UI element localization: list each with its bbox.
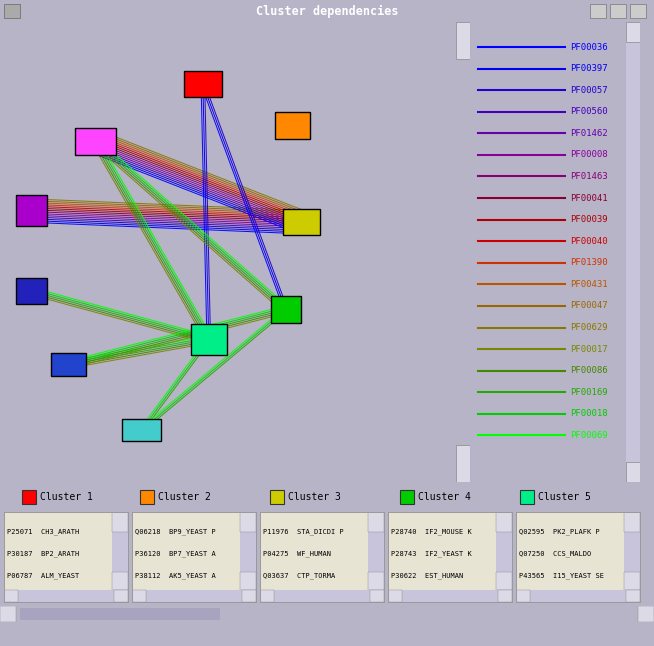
Bar bbox=[388, 590, 512, 602]
Bar bbox=[122, 419, 160, 441]
Bar bbox=[626, 590, 640, 602]
Text: P28743  IF2_YEAST K: P28743 IF2_YEAST K bbox=[391, 550, 472, 557]
Text: Cluster 1: Cluster 1 bbox=[40, 492, 93, 502]
Bar bbox=[624, 572, 640, 590]
Text: Cluster 2: Cluster 2 bbox=[158, 492, 211, 502]
Bar bbox=[260, 590, 384, 602]
Text: PF00069: PF00069 bbox=[570, 431, 608, 440]
Text: P36120  BP7_YEAST A: P36120 BP7_YEAST A bbox=[135, 550, 216, 557]
Text: P30622  EST_HUMAN: P30622 EST_HUMAN bbox=[391, 573, 463, 579]
Text: PF00397: PF00397 bbox=[570, 64, 608, 73]
Text: PF00040: PF00040 bbox=[570, 236, 608, 245]
Bar bbox=[132, 590, 256, 602]
Text: PF00169: PF00169 bbox=[570, 388, 608, 397]
Bar bbox=[140, 490, 154, 504]
Text: Q07250  CCS_MALDO: Q07250 CCS_MALDO bbox=[519, 550, 591, 557]
Bar bbox=[4, 590, 128, 602]
Bar bbox=[240, 512, 256, 532]
Text: Q03637  CTP_TORMA: Q03637 CTP_TORMA bbox=[263, 573, 336, 579]
Bar bbox=[240, 572, 256, 590]
Text: PF00086: PF00086 bbox=[570, 366, 608, 375]
Bar bbox=[275, 112, 311, 139]
Bar bbox=[191, 324, 227, 355]
Bar bbox=[368, 512, 384, 532]
Bar bbox=[630, 4, 646, 18]
Bar bbox=[496, 512, 512, 532]
Text: Q02595  PK2_PLAFK P: Q02595 PK2_PLAFK P bbox=[519, 528, 600, 536]
Bar bbox=[283, 209, 320, 235]
Bar bbox=[132, 590, 146, 602]
Bar bbox=[240, 512, 256, 590]
Text: P11976  STA_DICDI P: P11976 STA_DICDI P bbox=[263, 528, 344, 536]
Text: PF00431: PF00431 bbox=[570, 280, 608, 289]
Bar bbox=[112, 512, 128, 590]
Bar bbox=[638, 606, 654, 622]
Text: PF00018: PF00018 bbox=[570, 410, 608, 419]
Bar bbox=[516, 590, 530, 602]
Text: PF00041: PF00041 bbox=[570, 194, 608, 203]
Bar bbox=[260, 590, 274, 602]
Bar bbox=[184, 71, 222, 98]
Text: P06787  ALM_YEAST: P06787 ALM_YEAST bbox=[7, 573, 79, 579]
Bar bbox=[496, 512, 512, 590]
Bar bbox=[590, 4, 606, 18]
Bar bbox=[0, 606, 16, 622]
Bar bbox=[112, 512, 128, 532]
Bar bbox=[242, 590, 256, 602]
Bar bbox=[20, 608, 220, 620]
Text: PF00560: PF00560 bbox=[570, 107, 608, 116]
Bar bbox=[626, 22, 640, 482]
Bar bbox=[271, 296, 301, 323]
Text: PF00047: PF00047 bbox=[570, 302, 608, 311]
Bar bbox=[498, 590, 512, 602]
Text: Cluster dependencies: Cluster dependencies bbox=[256, 5, 398, 17]
Text: P38112  AK5_YEAST A: P38112 AK5_YEAST A bbox=[135, 573, 216, 579]
Bar bbox=[456, 445, 470, 482]
Text: Q06218  BP9_YEAST P: Q06218 BP9_YEAST P bbox=[135, 528, 216, 536]
Bar bbox=[368, 572, 384, 590]
Bar bbox=[520, 490, 534, 504]
Bar bbox=[610, 4, 626, 18]
Text: PF01390: PF01390 bbox=[570, 258, 608, 267]
Bar bbox=[370, 590, 384, 602]
Text: P30187  BP2_ARATH: P30187 BP2_ARATH bbox=[7, 550, 79, 557]
Text: Cluster 5: Cluster 5 bbox=[538, 492, 591, 502]
Text: PF00629: PF00629 bbox=[570, 323, 608, 332]
Text: PF00017: PF00017 bbox=[570, 344, 608, 353]
Text: Cluster 4: Cluster 4 bbox=[418, 492, 471, 502]
Bar bbox=[624, 512, 640, 532]
Text: P28740  IF2_MOUSE K: P28740 IF2_MOUSE K bbox=[391, 528, 472, 536]
Text: PF00057: PF00057 bbox=[570, 86, 608, 95]
Bar bbox=[114, 590, 128, 602]
Text: PF01463: PF01463 bbox=[570, 172, 608, 181]
Bar bbox=[4, 4, 20, 18]
Bar bbox=[368, 512, 384, 590]
Bar bbox=[52, 353, 86, 376]
Text: PF00008: PF00008 bbox=[570, 151, 608, 160]
Text: P25071  CH3_ARATH: P25071 CH3_ARATH bbox=[7, 528, 79, 536]
Bar bbox=[626, 22, 640, 42]
Bar bbox=[388, 590, 402, 602]
Bar bbox=[400, 490, 414, 504]
Bar bbox=[496, 572, 512, 590]
Text: PF00039: PF00039 bbox=[570, 215, 608, 224]
Bar bbox=[516, 590, 640, 602]
Text: P43565  I15_YEAST SE: P43565 I15_YEAST SE bbox=[519, 573, 604, 579]
Bar bbox=[270, 490, 284, 504]
Bar bbox=[16, 278, 46, 304]
Bar bbox=[75, 129, 116, 155]
Bar bbox=[16, 195, 46, 226]
Bar bbox=[456, 22, 470, 59]
Text: P04275  WF_HUMAN: P04275 WF_HUMAN bbox=[263, 550, 331, 557]
Text: PF01462: PF01462 bbox=[570, 129, 608, 138]
Bar bbox=[4, 590, 18, 602]
Bar bbox=[626, 462, 640, 482]
Bar bbox=[112, 572, 128, 590]
Bar bbox=[22, 490, 36, 504]
Text: PF00036: PF00036 bbox=[570, 43, 608, 52]
Text: Cluster 3: Cluster 3 bbox=[288, 492, 341, 502]
Bar bbox=[624, 512, 640, 590]
